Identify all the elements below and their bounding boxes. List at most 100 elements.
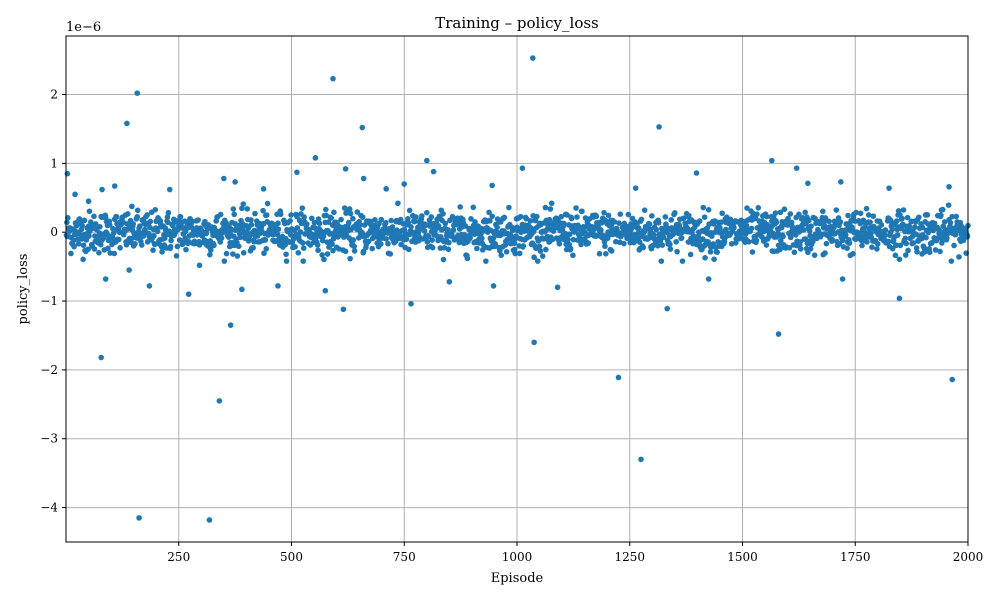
data-point (659, 242, 666, 248)
data-point (377, 241, 384, 247)
data-point (686, 212, 692, 219)
outlier-point (260, 186, 267, 192)
data-point (700, 204, 707, 211)
data-point (134, 213, 141, 220)
data-point (780, 233, 786, 240)
outlier-point (519, 165, 526, 171)
data-point (701, 214, 708, 220)
data-point (667, 241, 673, 248)
data-point (786, 245, 793, 251)
data-point (945, 202, 952, 208)
data-point (83, 237, 90, 243)
data-point (791, 249, 798, 256)
data-point (743, 222, 750, 229)
data-point (797, 246, 804, 252)
data-point (325, 219, 332, 226)
data-point (672, 210, 678, 216)
data-point (338, 216, 344, 223)
data-point (159, 249, 165, 255)
outlier-point (146, 283, 153, 289)
data-point (457, 204, 463, 210)
data-point (350, 215, 356, 222)
data-point (778, 224, 785, 231)
data-point (468, 216, 474, 222)
data-point (570, 236, 577, 243)
data-point (248, 221, 255, 228)
data-point (573, 205, 579, 211)
data-point (71, 243, 77, 250)
data-point (868, 230, 874, 237)
x-tick-label: 750 (393, 550, 416, 564)
data-point (911, 224, 918, 230)
data-point (345, 219, 352, 226)
data-point (230, 251, 236, 257)
outlier-point (401, 181, 408, 187)
data-point (129, 203, 135, 210)
data-point (96, 249, 102, 256)
data-point (80, 256, 86, 263)
data-point (534, 213, 540, 220)
outlier-point (360, 175, 367, 182)
data-point (91, 213, 97, 220)
x-tick-label: 1250 (614, 550, 645, 564)
data-point (372, 216, 378, 223)
data-point (385, 240, 391, 247)
data-point (351, 243, 357, 250)
data-point (646, 221, 653, 227)
y-tick-label: 2 (50, 88, 58, 102)
outlier-point (896, 295, 903, 302)
data-point (547, 206, 554, 212)
data-point (925, 229, 932, 236)
data-point (365, 238, 372, 245)
outlier-point (769, 157, 775, 164)
data-point (300, 258, 307, 264)
outlier-point (554, 284, 561, 291)
data-point (263, 245, 270, 252)
data-point (167, 243, 174, 250)
data-point (534, 258, 541, 264)
y-tick-label: −3 (40, 432, 58, 446)
data-point (196, 242, 203, 248)
data-point (543, 246, 549, 253)
y-tick-label: −1 (40, 294, 58, 308)
data-point (668, 217, 675, 223)
x-tick-label: 500 (280, 550, 303, 564)
data-point (134, 207, 141, 214)
outlier-point (206, 517, 213, 523)
data-point (263, 212, 270, 218)
data-point (350, 237, 357, 243)
data-point (777, 209, 784, 216)
data-point (398, 241, 404, 248)
data-point (894, 232, 901, 238)
data-point (531, 254, 537, 261)
data-point (442, 220, 449, 227)
data-point (653, 226, 660, 233)
data-point (449, 232, 455, 239)
data-point (479, 235, 485, 242)
data-point (616, 220, 622, 226)
data-point (152, 206, 159, 213)
data-point (608, 248, 615, 254)
data-point (808, 223, 814, 229)
data-point (287, 218, 293, 224)
data-point (218, 235, 225, 241)
data-point (424, 209, 430, 216)
x-tick-label: 2000 (953, 550, 984, 564)
data-point (844, 245, 850, 251)
data-point (138, 242, 145, 248)
outlier-point (99, 186, 105, 193)
outlier-point (531, 339, 537, 346)
data-point (117, 244, 123, 251)
data-point (164, 214, 171, 220)
data-point (556, 241, 563, 247)
data-point (275, 226, 282, 233)
data-point (221, 258, 228, 264)
data-point (892, 252, 899, 259)
data-point (203, 230, 210, 237)
data-point (501, 214, 508, 221)
data-point (772, 210, 779, 216)
data-point (341, 205, 348, 211)
data-point (68, 250, 74, 257)
data-point (97, 223, 103, 230)
x-tick-label: 250 (167, 550, 190, 564)
